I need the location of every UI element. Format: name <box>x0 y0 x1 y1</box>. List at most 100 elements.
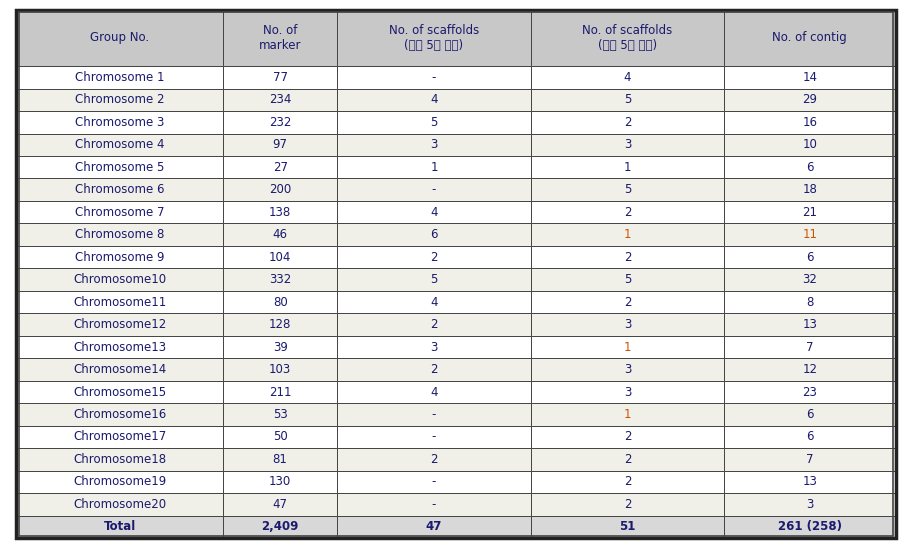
Bar <box>223 403 337 426</box>
Bar <box>530 111 723 134</box>
Bar <box>337 10 530 66</box>
Text: 53: 53 <box>272 408 287 421</box>
Bar <box>223 179 337 201</box>
Bar <box>223 246 337 269</box>
Text: 2: 2 <box>623 453 630 466</box>
Text: 2: 2 <box>623 116 630 129</box>
Text: 18: 18 <box>802 183 816 196</box>
Text: Chromosome 7: Chromosome 7 <box>75 206 164 219</box>
Text: 2,409: 2,409 <box>261 521 299 533</box>
Text: 4: 4 <box>430 206 437 219</box>
Bar <box>16 89 223 111</box>
Text: 2: 2 <box>430 318 437 331</box>
Text: 3: 3 <box>430 340 437 353</box>
Text: 7: 7 <box>805 453 813 466</box>
Text: -: - <box>432 71 435 84</box>
Text: 5: 5 <box>430 273 437 286</box>
Bar <box>16 269 223 291</box>
Text: Chromosome 2: Chromosome 2 <box>75 93 164 106</box>
Text: No. of
marker: No. of marker <box>259 24 302 52</box>
Bar <box>16 10 223 66</box>
Text: 6: 6 <box>430 228 437 241</box>
Text: Chromosome12: Chromosome12 <box>73 318 166 331</box>
Text: 1: 1 <box>623 340 630 353</box>
Text: 234: 234 <box>269 93 291 106</box>
Text: 5: 5 <box>430 116 437 129</box>
Bar <box>723 313 895 336</box>
Text: 104: 104 <box>269 250 291 264</box>
Text: 6: 6 <box>805 250 813 264</box>
Bar <box>723 426 895 448</box>
Text: 77: 77 <box>272 71 287 84</box>
Bar <box>723 179 895 201</box>
Text: 3: 3 <box>623 363 630 376</box>
Bar <box>337 89 530 111</box>
Text: Total: Total <box>104 521 136 533</box>
Bar <box>530 269 723 291</box>
Bar <box>530 134 723 156</box>
Text: 97: 97 <box>272 138 287 151</box>
Bar <box>530 358 723 381</box>
Text: 4: 4 <box>430 386 437 398</box>
Bar <box>530 381 723 403</box>
Bar <box>223 336 337 358</box>
Text: 47: 47 <box>425 521 442 533</box>
Text: No. of scaffolds
(마커 5개 미만): No. of scaffolds (마커 5개 미만) <box>388 24 478 52</box>
Text: 10: 10 <box>802 138 816 151</box>
Text: -: - <box>432 431 435 443</box>
Text: 2: 2 <box>430 250 437 264</box>
Bar <box>16 493 223 516</box>
Bar <box>16 426 223 448</box>
Text: 80: 80 <box>272 295 287 309</box>
Text: 16: 16 <box>802 116 816 129</box>
Bar <box>16 246 223 269</box>
Text: 3: 3 <box>623 138 630 151</box>
Bar <box>16 111 223 134</box>
Bar <box>337 403 530 426</box>
Bar <box>530 448 723 471</box>
Bar <box>223 516 337 538</box>
Text: 6: 6 <box>805 161 813 174</box>
Bar <box>723 448 895 471</box>
Bar <box>16 134 223 156</box>
Text: 200: 200 <box>269 183 291 196</box>
Text: 2: 2 <box>430 453 437 466</box>
Text: 3: 3 <box>805 498 813 511</box>
Bar <box>337 224 530 246</box>
Text: 2: 2 <box>623 431 630 443</box>
Text: 6: 6 <box>805 431 813 443</box>
Bar <box>723 134 895 156</box>
Bar <box>337 516 530 538</box>
Bar <box>223 269 337 291</box>
Bar <box>530 66 723 89</box>
Text: 8: 8 <box>805 295 813 309</box>
Text: Chromosome18: Chromosome18 <box>73 453 166 466</box>
Text: 130: 130 <box>269 476 291 488</box>
Text: 13: 13 <box>802 476 816 488</box>
Text: 51: 51 <box>619 521 635 533</box>
Bar <box>337 179 530 201</box>
Bar <box>723 269 895 291</box>
Bar <box>530 313 723 336</box>
Bar <box>337 111 530 134</box>
Text: Chromosome 6: Chromosome 6 <box>75 183 164 196</box>
Text: No. of scaffolds
(마커 5개 이상): No. of scaffolds (마커 5개 이상) <box>582 24 671 52</box>
Bar <box>723 403 895 426</box>
Bar <box>530 89 723 111</box>
Text: Chromosome17: Chromosome17 <box>73 431 166 443</box>
Text: Chromosome 9: Chromosome 9 <box>75 250 164 264</box>
Text: Group No.: Group No. <box>90 31 149 44</box>
Text: 5: 5 <box>623 93 630 106</box>
Text: 23: 23 <box>802 386 816 398</box>
Bar <box>723 111 895 134</box>
Bar <box>337 201 530 224</box>
Bar <box>530 10 723 66</box>
Bar <box>530 224 723 246</box>
Bar <box>723 224 895 246</box>
Bar <box>16 358 223 381</box>
Text: 232: 232 <box>269 116 291 129</box>
Bar <box>16 471 223 493</box>
Bar <box>530 291 723 313</box>
Text: 2: 2 <box>623 295 630 309</box>
Text: 1: 1 <box>430 161 437 174</box>
